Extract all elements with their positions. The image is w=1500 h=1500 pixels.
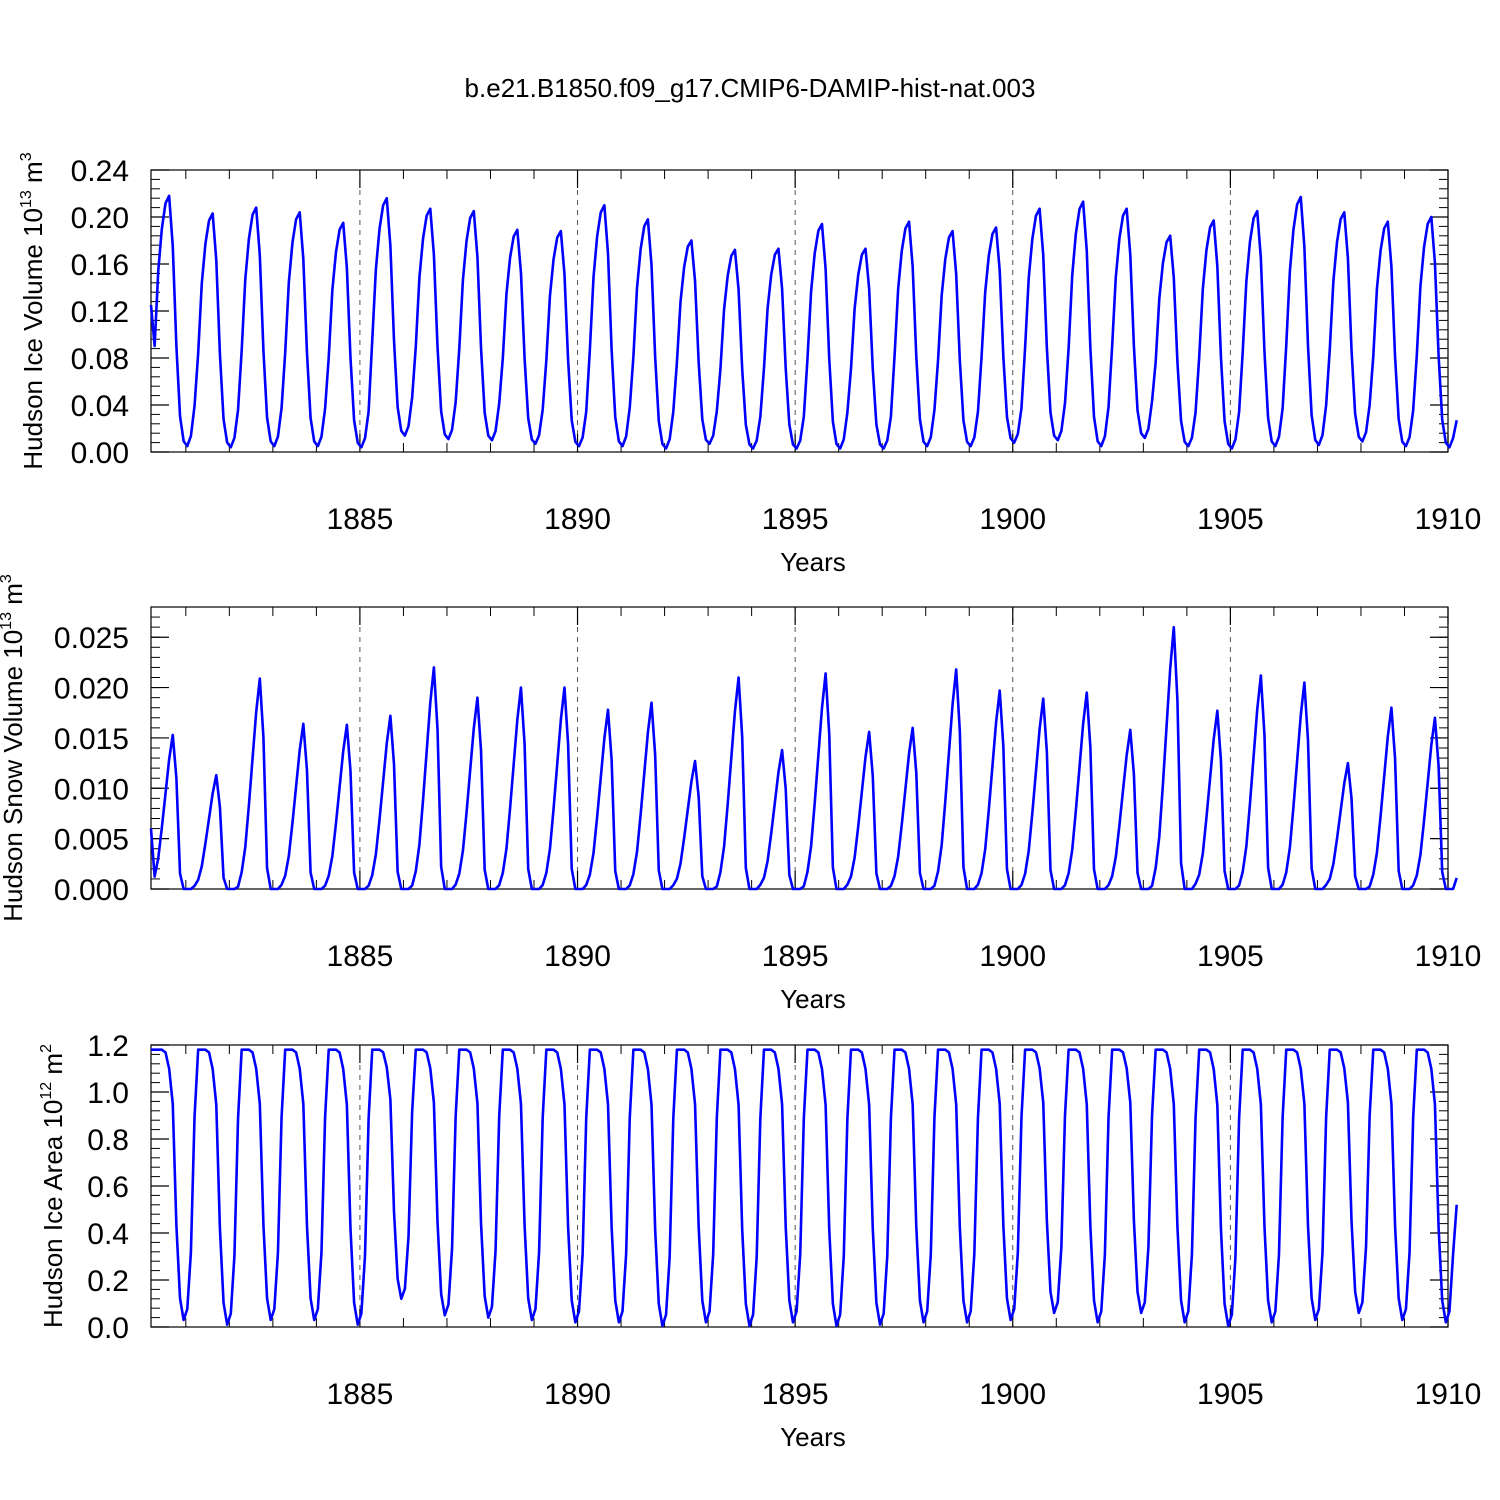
y-tick-label: 0.025 xyxy=(54,622,129,655)
y-tick-label: 0.015 xyxy=(54,723,129,756)
x-tick-label: 1900 xyxy=(979,1378,1046,1411)
chart-title: b.e21.B1850.f09_g17.CMIP6-DAMIP-hist-nat… xyxy=(465,73,1036,103)
y-tick-label: 0.12 xyxy=(71,296,129,329)
y-axis-label-unit-sup: 2 xyxy=(38,1044,55,1053)
y-axis-label-unit: m xyxy=(0,583,28,612)
x-axis-label: Years xyxy=(780,1422,846,1452)
y-axis-label-unit-sup: 3 xyxy=(18,152,35,161)
y-tick-label: 0.8 xyxy=(87,1124,129,1157)
x-tick-label: 1905 xyxy=(1197,940,1264,973)
y-tick-label: 0.08 xyxy=(71,343,129,376)
y-axis-label-unit-sup: 3 xyxy=(0,574,15,583)
x-tick-label: 1895 xyxy=(762,940,829,973)
y-tick-label: 0.4 xyxy=(87,1218,129,1251)
x-tick-label: 1910 xyxy=(1415,1378,1482,1411)
y-tick-label: 0.16 xyxy=(71,249,129,282)
x-tick-label: 1905 xyxy=(1197,1378,1264,1411)
panel-ice-area: 1885 1890 1895 1900 1905 1910 0.0 0.2 0.4 0.6 0.8 1… xyxy=(38,1030,1481,1452)
y-tick-label: 0.24 xyxy=(71,155,129,188)
y-axis-label: Hudson Snow Volume 1013 m3 xyxy=(0,574,28,922)
panel-ice-volume: 1885 1890 1895 1900 1905 1910 0.00 0.04 0.08 0.12… xyxy=(18,152,1481,577)
y-axis-label-sup: 12 xyxy=(38,1082,55,1100)
y-tick-label: 1.2 xyxy=(87,1030,129,1063)
y-tick-label: 0.010 xyxy=(54,773,129,806)
x-axis-label: Years xyxy=(780,547,846,577)
y-tick-label: 0.000 xyxy=(54,874,129,907)
y-axis-label-prefix: Hudson Snow Volume 10 xyxy=(0,630,28,922)
x-tick-label: 1910 xyxy=(1415,940,1482,973)
x-tick-label: 1900 xyxy=(979,503,1046,536)
x-tick-label: 1895 xyxy=(762,1378,829,1411)
y-axis-label-prefix: Hudson Ice Volume 10 xyxy=(18,208,48,470)
y-tick-label: 0.20 xyxy=(71,202,129,235)
x-tick-label: 1885 xyxy=(327,503,394,536)
x-tick-label: 1885 xyxy=(327,940,394,973)
y-tick-label: 0.04 xyxy=(71,390,129,423)
y-axis-label-unit: m xyxy=(18,161,48,190)
x-tick-label: 1910 xyxy=(1415,503,1482,536)
y-tick-label: 0.2 xyxy=(87,1265,129,1298)
y-tick-label: 0.0 xyxy=(87,1312,129,1345)
x-tick-label: 1895 xyxy=(762,503,829,536)
series-line xyxy=(151,1048,1458,1328)
panel-snow-volume: 1885 1890 1895 1900 1905 1910 0.000 0.005 0.010 0… xyxy=(0,574,1481,1014)
y-tick-label: 0.00 xyxy=(71,437,129,470)
y-axis-label-sup: 13 xyxy=(18,190,35,208)
y-tick-label: 0.6 xyxy=(87,1171,129,1204)
y-tick-label: 0.005 xyxy=(54,824,129,857)
x-tick-label: 1900 xyxy=(979,940,1046,973)
y-tick-label: 1.0 xyxy=(87,1077,129,1110)
y-axis-label-sup: 13 xyxy=(0,612,15,630)
x-tick-label: 1890 xyxy=(544,503,611,536)
series-line xyxy=(149,625,1458,891)
y-axis-label: Hudson Ice Volume 1013 m3 xyxy=(18,152,48,469)
x-tick-label: 1905 xyxy=(1197,503,1264,536)
y-axis-label: Hudson Ice Area 1012 m2 xyxy=(38,1044,68,1328)
x-tick-label: 1890 xyxy=(544,1378,611,1411)
y-axis-label-unit: m xyxy=(38,1053,68,1082)
plot-frame xyxy=(150,169,1449,453)
y-tick-label: 0.020 xyxy=(54,673,129,706)
y-axis-label-prefix: Hudson Ice Area 10 xyxy=(38,1100,68,1328)
x-tick-label: 1890 xyxy=(544,940,611,973)
series-line xyxy=(149,194,1458,450)
x-tick-label: 1885 xyxy=(327,1378,394,1411)
x-axis-label: Years xyxy=(780,984,846,1014)
